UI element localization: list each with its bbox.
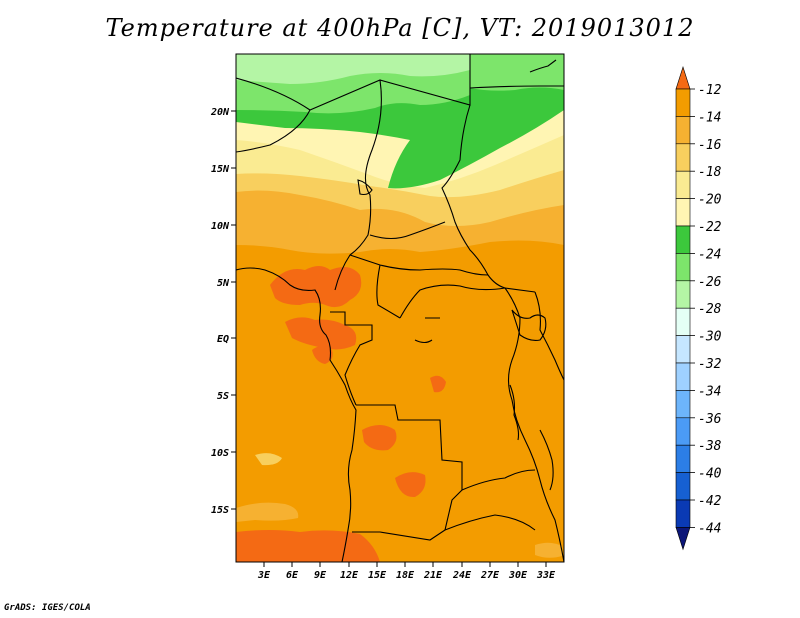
lon-label: 9E <box>314 570 327 581</box>
colorbar-swatch <box>675 116 691 145</box>
patch-12-d <box>362 425 397 451</box>
colorbar-swatch <box>675 527 691 551</box>
lat-label: 15S <box>211 505 229 516</box>
red-sea-coast <box>529 59 557 73</box>
patch-12-c <box>312 346 333 364</box>
map-title: Temperature at 400hPa [C], VT: 201901301… <box>105 14 695 42</box>
colorbar-swatch <box>675 170 691 199</box>
colorbar-label: -30 <box>698 330 722 345</box>
uganda-kenya-border <box>534 291 564 381</box>
colorbar-label: -20 <box>698 193 722 208</box>
colorbar-label: -18 <box>698 165 722 180</box>
lake-malawi <box>539 429 554 491</box>
band-26-east <box>470 54 564 91</box>
colorbar-swatch <box>675 253 691 282</box>
colorbar-label: -40 <box>698 467 722 482</box>
colorbar-swatch <box>675 390 691 419</box>
colorbar-swatch <box>675 143 691 172</box>
angola-border <box>352 404 463 541</box>
lat-label: 10S <box>211 448 229 459</box>
lat-label: 5S <box>217 391 229 402</box>
lake-tanganyika <box>509 384 520 441</box>
band-28 <box>236 54 470 84</box>
colorbar-swatch <box>675 66 691 90</box>
patch-12-south <box>236 530 380 562</box>
colorbar-swatch <box>675 198 691 227</box>
colorbar: -12 -14 -16 -18 -20 -22 -24 -26 -28 -30 -32 -34 -36 -… <box>675 66 722 551</box>
longitude-axis: 3E 6E 9E 12E 15E 18E 21E 24E 27E 30E 33E <box>257 562 556 581</box>
colorbar-label: -28 <box>698 302 722 317</box>
colorbar-swatch <box>675 472 691 501</box>
atlantic-coastline <box>236 267 357 562</box>
patch-12-f <box>430 375 446 393</box>
colorbar-swatch <box>675 335 691 364</box>
lon-label: 3E <box>257 570 271 581</box>
lon-label: 24E <box>452 570 472 581</box>
lat-label: 5N <box>217 278 230 289</box>
chad-car-border <box>369 221 446 240</box>
lon-label: 6E <box>286 570 299 581</box>
colorbar-swatch <box>675 88 691 117</box>
gabon-congo-border <box>330 311 373 406</box>
colorbar-swatch <box>675 499 691 528</box>
lon-label: 15E <box>368 570 387 581</box>
patch-18-w <box>255 453 282 466</box>
colorbar-swatch <box>675 280 691 309</box>
map-frame <box>235 53 565 563</box>
algeria-niger-border <box>236 109 311 153</box>
chad-sudan-border <box>441 104 536 293</box>
colorbar-label: -14 <box>698 110 721 125</box>
lon-label: 21E <box>423 570 443 581</box>
lon-label: 27E <box>480 570 500 581</box>
zambia-south-border <box>444 514 536 531</box>
lat-label: 10N <box>211 221 230 232</box>
lon-label: 18E <box>396 570 415 581</box>
egypt-sudan-border <box>469 85 564 89</box>
patch-12-b <box>285 317 357 350</box>
lat-label: EQ <box>217 334 229 345</box>
lat-label: 20N <box>210 107 230 118</box>
congo-river <box>414 317 440 344</box>
drc-east-border <box>399 284 564 562</box>
colorbar-swatch <box>675 362 691 391</box>
lon-label: 33E <box>536 570 556 581</box>
libya-niger-border <box>236 54 471 111</box>
latitude-axis: 20N 15N 10N 5N EQ 5S 10S 15S <box>210 107 236 516</box>
patch-12-a <box>270 266 362 308</box>
colorbar-label: -34 <box>698 384 721 399</box>
lake-victoria <box>511 309 547 341</box>
patch-16-sw <box>236 502 299 522</box>
colorbar-swatch <box>675 225 691 254</box>
colorbar-label: -12 <box>698 83 722 98</box>
political-borders <box>236 54 564 562</box>
colorbar-swatch <box>675 307 691 336</box>
temperature-field <box>236 54 564 562</box>
lat-label: 15N <box>211 164 230 175</box>
patch-12-e <box>395 472 426 498</box>
grads-credit: GrADS: IGES/COLA <box>4 603 91 613</box>
lon-label: 12E <box>340 570 359 581</box>
colorbar-swatch <box>675 417 691 446</box>
colorbar-label: -26 <box>698 275 722 290</box>
colorbar-label: -42 <box>698 494 722 509</box>
colorbar-swatch <box>675 444 691 473</box>
colorbar-label: -22 <box>698 220 722 235</box>
cameroon-congo-border <box>376 264 401 319</box>
lake-chad <box>357 179 373 196</box>
colorbar-label: -24 <box>698 247 721 262</box>
colorbar-label: -16 <box>698 138 722 153</box>
patch-16-se <box>535 542 562 558</box>
niger-chad-border <box>334 79 382 291</box>
zambia-border <box>461 469 536 491</box>
colorbar-label: -38 <box>698 439 722 454</box>
car-south-border <box>349 254 489 276</box>
colorbar-label: -32 <box>698 357 722 372</box>
lon-label: 30E <box>508 570 528 581</box>
colorbar-label: -36 <box>698 412 722 427</box>
colorbar-label: -44 <box>698 521 721 536</box>
